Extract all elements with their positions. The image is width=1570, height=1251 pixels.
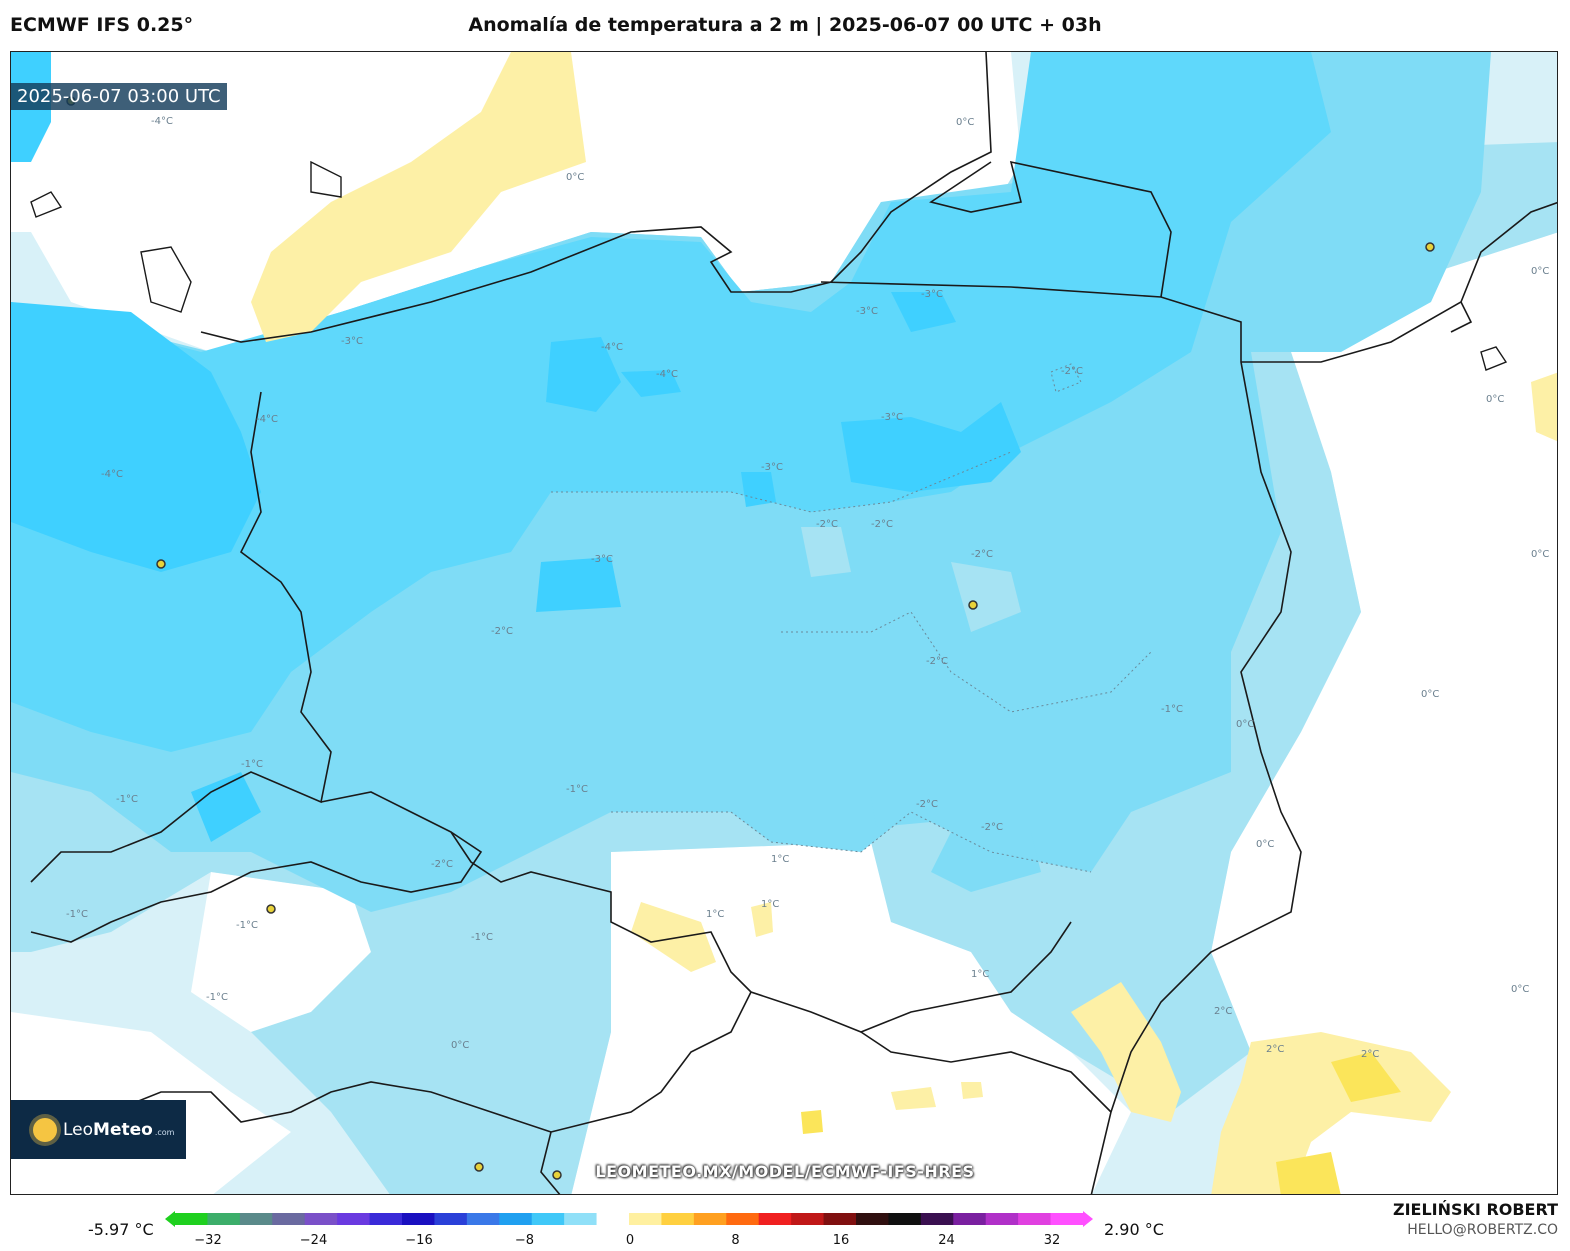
colorbar-tick-label: 16 xyxy=(832,1233,850,1248)
map-panel[interactable]: -4°C -4°C -4°C -4°C -4°C -3°C -3°C -3°C -3°C -3°C… xyxy=(10,51,1558,1195)
leometeo-logo[interactable]: LeoMeteo .com xyxy=(11,1100,186,1159)
contour-label: -1°C xyxy=(116,794,138,805)
contour-label: -4°C xyxy=(151,116,173,127)
contour-label: -3°C xyxy=(341,336,363,347)
contour-label: -4°C xyxy=(601,342,623,353)
contour-label: -2°C xyxy=(871,519,893,530)
colorbar-cell xyxy=(693,1213,727,1225)
colorbar-cell xyxy=(402,1213,435,1225)
contour-label: -2°C xyxy=(816,519,838,530)
contour-label: -1°C xyxy=(66,909,88,920)
colorbar-cell xyxy=(920,1213,954,1225)
source-url[interactable]: LEOMETEO.MX/MODEL/ECMWF-IFS-HRES xyxy=(595,1162,975,1181)
contour-label: -4°C xyxy=(256,414,278,425)
sun-icon xyxy=(33,1117,57,1142)
colorbar-tick-label: −24 xyxy=(299,1233,328,1248)
contour-label: -3°C xyxy=(591,554,613,565)
colorbar-tick-label: −32 xyxy=(194,1233,222,1248)
colorbar-cell xyxy=(434,1213,468,1225)
colorbar-cell xyxy=(175,1213,208,1225)
contour-label: -2°C xyxy=(1061,366,1083,377)
contour-label: 2°C xyxy=(1214,1006,1232,1017)
contour-label: -3°C xyxy=(856,306,878,317)
contour-label: 0°C xyxy=(1531,266,1549,277)
contour-label: 0°C xyxy=(1236,719,1254,730)
contour-label: 0°C xyxy=(1531,549,1549,560)
colorbar-tick-label: 8 xyxy=(731,1233,740,1248)
contour-label: -2°C xyxy=(981,822,1003,833)
contour-label: 2°C xyxy=(1361,1049,1379,1060)
contour-label: -1°C xyxy=(206,992,228,1003)
colorbar-cell xyxy=(564,1213,598,1225)
colorbar-max-label: 2.90 °C xyxy=(1104,1220,1164,1239)
colorbar-tick-label: −16 xyxy=(405,1233,433,1248)
colorbar-cell xyxy=(661,1213,695,1225)
contour-label: -2°C xyxy=(926,656,948,667)
colorbar-cell xyxy=(337,1213,371,1225)
colorbar-tick-label: 0 xyxy=(625,1233,635,1248)
colorbar-cell xyxy=(272,1213,306,1225)
colorbar-cell xyxy=(207,1213,241,1225)
contour-label: -2°C xyxy=(971,549,993,560)
contour-label: 1°C xyxy=(706,909,724,920)
colorbar-cell xyxy=(531,1213,565,1225)
colorbar-cell xyxy=(953,1213,987,1225)
map-title: Anomalía de temperatura a 2 m | 2025-06-… xyxy=(468,14,1102,36)
contour-label: 2°C xyxy=(1266,1044,1284,1055)
contour-label: -1°C xyxy=(566,784,588,795)
colorbar-cell xyxy=(888,1213,922,1225)
colorbar-tick-label: 24 xyxy=(938,1233,955,1248)
contour-label: -2°C xyxy=(916,799,938,810)
colorbar-cell xyxy=(304,1213,338,1225)
colorbar-cell xyxy=(1018,1213,1052,1225)
colorbar-cell xyxy=(596,1213,630,1225)
contour-label: -2°C xyxy=(491,626,513,637)
colorbar xyxy=(165,1211,1093,1227)
colorbar-cell xyxy=(985,1213,1019,1225)
contour-label: -4°C xyxy=(101,469,123,480)
contour-label: -1°C xyxy=(241,759,263,770)
contour-label: 1°C xyxy=(761,899,779,910)
colorbar-cell xyxy=(758,1213,792,1225)
contour-label: 0°C xyxy=(1256,839,1274,850)
contour-label: 0°C xyxy=(566,172,584,183)
author-name: ZIELIŃSKI ROBERT xyxy=(1392,1200,1558,1219)
contour-label: 1°C xyxy=(971,969,989,980)
contour-label: 1°C xyxy=(771,854,789,865)
contour-label: -3°C xyxy=(761,462,783,473)
author-email[interactable]: HELLO@ROBERTZ.CO xyxy=(1407,1222,1558,1238)
colorbar-cell xyxy=(791,1213,825,1225)
contour-label: -1°C xyxy=(236,920,258,931)
logo-text: LeoMeteo .com xyxy=(63,1119,175,1140)
colorbar-cell xyxy=(466,1213,500,1225)
contour-label: 0°C xyxy=(1421,689,1439,700)
colorbar-cell xyxy=(369,1213,403,1225)
contour-labels: -4°C -4°C -4°C -4°C -4°C -3°C -3°C -3°C -3°C -3°C… xyxy=(66,116,1549,1060)
colorbar-cell xyxy=(239,1213,273,1225)
colorbar-cell xyxy=(629,1213,662,1225)
colorbar-cell xyxy=(726,1213,760,1225)
valid-time-label: 2025-06-07 03:00 UTC xyxy=(11,83,227,110)
colorbar-cell xyxy=(823,1213,857,1225)
contour-label: -1°C xyxy=(1161,704,1183,715)
colorbar-cell xyxy=(856,1213,889,1225)
colorbar-ticks: −32 −24 −16 −8 0 8 16 24 32 xyxy=(0,1233,1570,1251)
contour-label: -3°C xyxy=(881,412,903,423)
map-canvas: -4°C -4°C -4°C -4°C -4°C -3°C -3°C -3°C -3°C -3°C… xyxy=(11,52,1557,1194)
contour-label: -2°C xyxy=(431,859,453,870)
contour-label: 0°C xyxy=(956,117,974,128)
contour-label: -1°C xyxy=(471,932,493,943)
colorbar-tick-label: 32 xyxy=(1043,1233,1061,1248)
contour-label: 0°C xyxy=(1511,984,1529,995)
colorbar-tick-label: −8 xyxy=(514,1233,535,1248)
model-name: ECMWF IFS 0.25° xyxy=(10,14,194,36)
contour-label: -3°C xyxy=(921,289,943,300)
contour-label: 0°C xyxy=(1486,394,1504,405)
colorbar-min-label: -5.97 °C xyxy=(88,1220,154,1239)
colorbar-cell xyxy=(499,1213,533,1225)
colorbar-cell xyxy=(1050,1213,1084,1225)
contour-label: 0°C xyxy=(451,1040,469,1051)
contour-label: -4°C xyxy=(656,369,678,380)
